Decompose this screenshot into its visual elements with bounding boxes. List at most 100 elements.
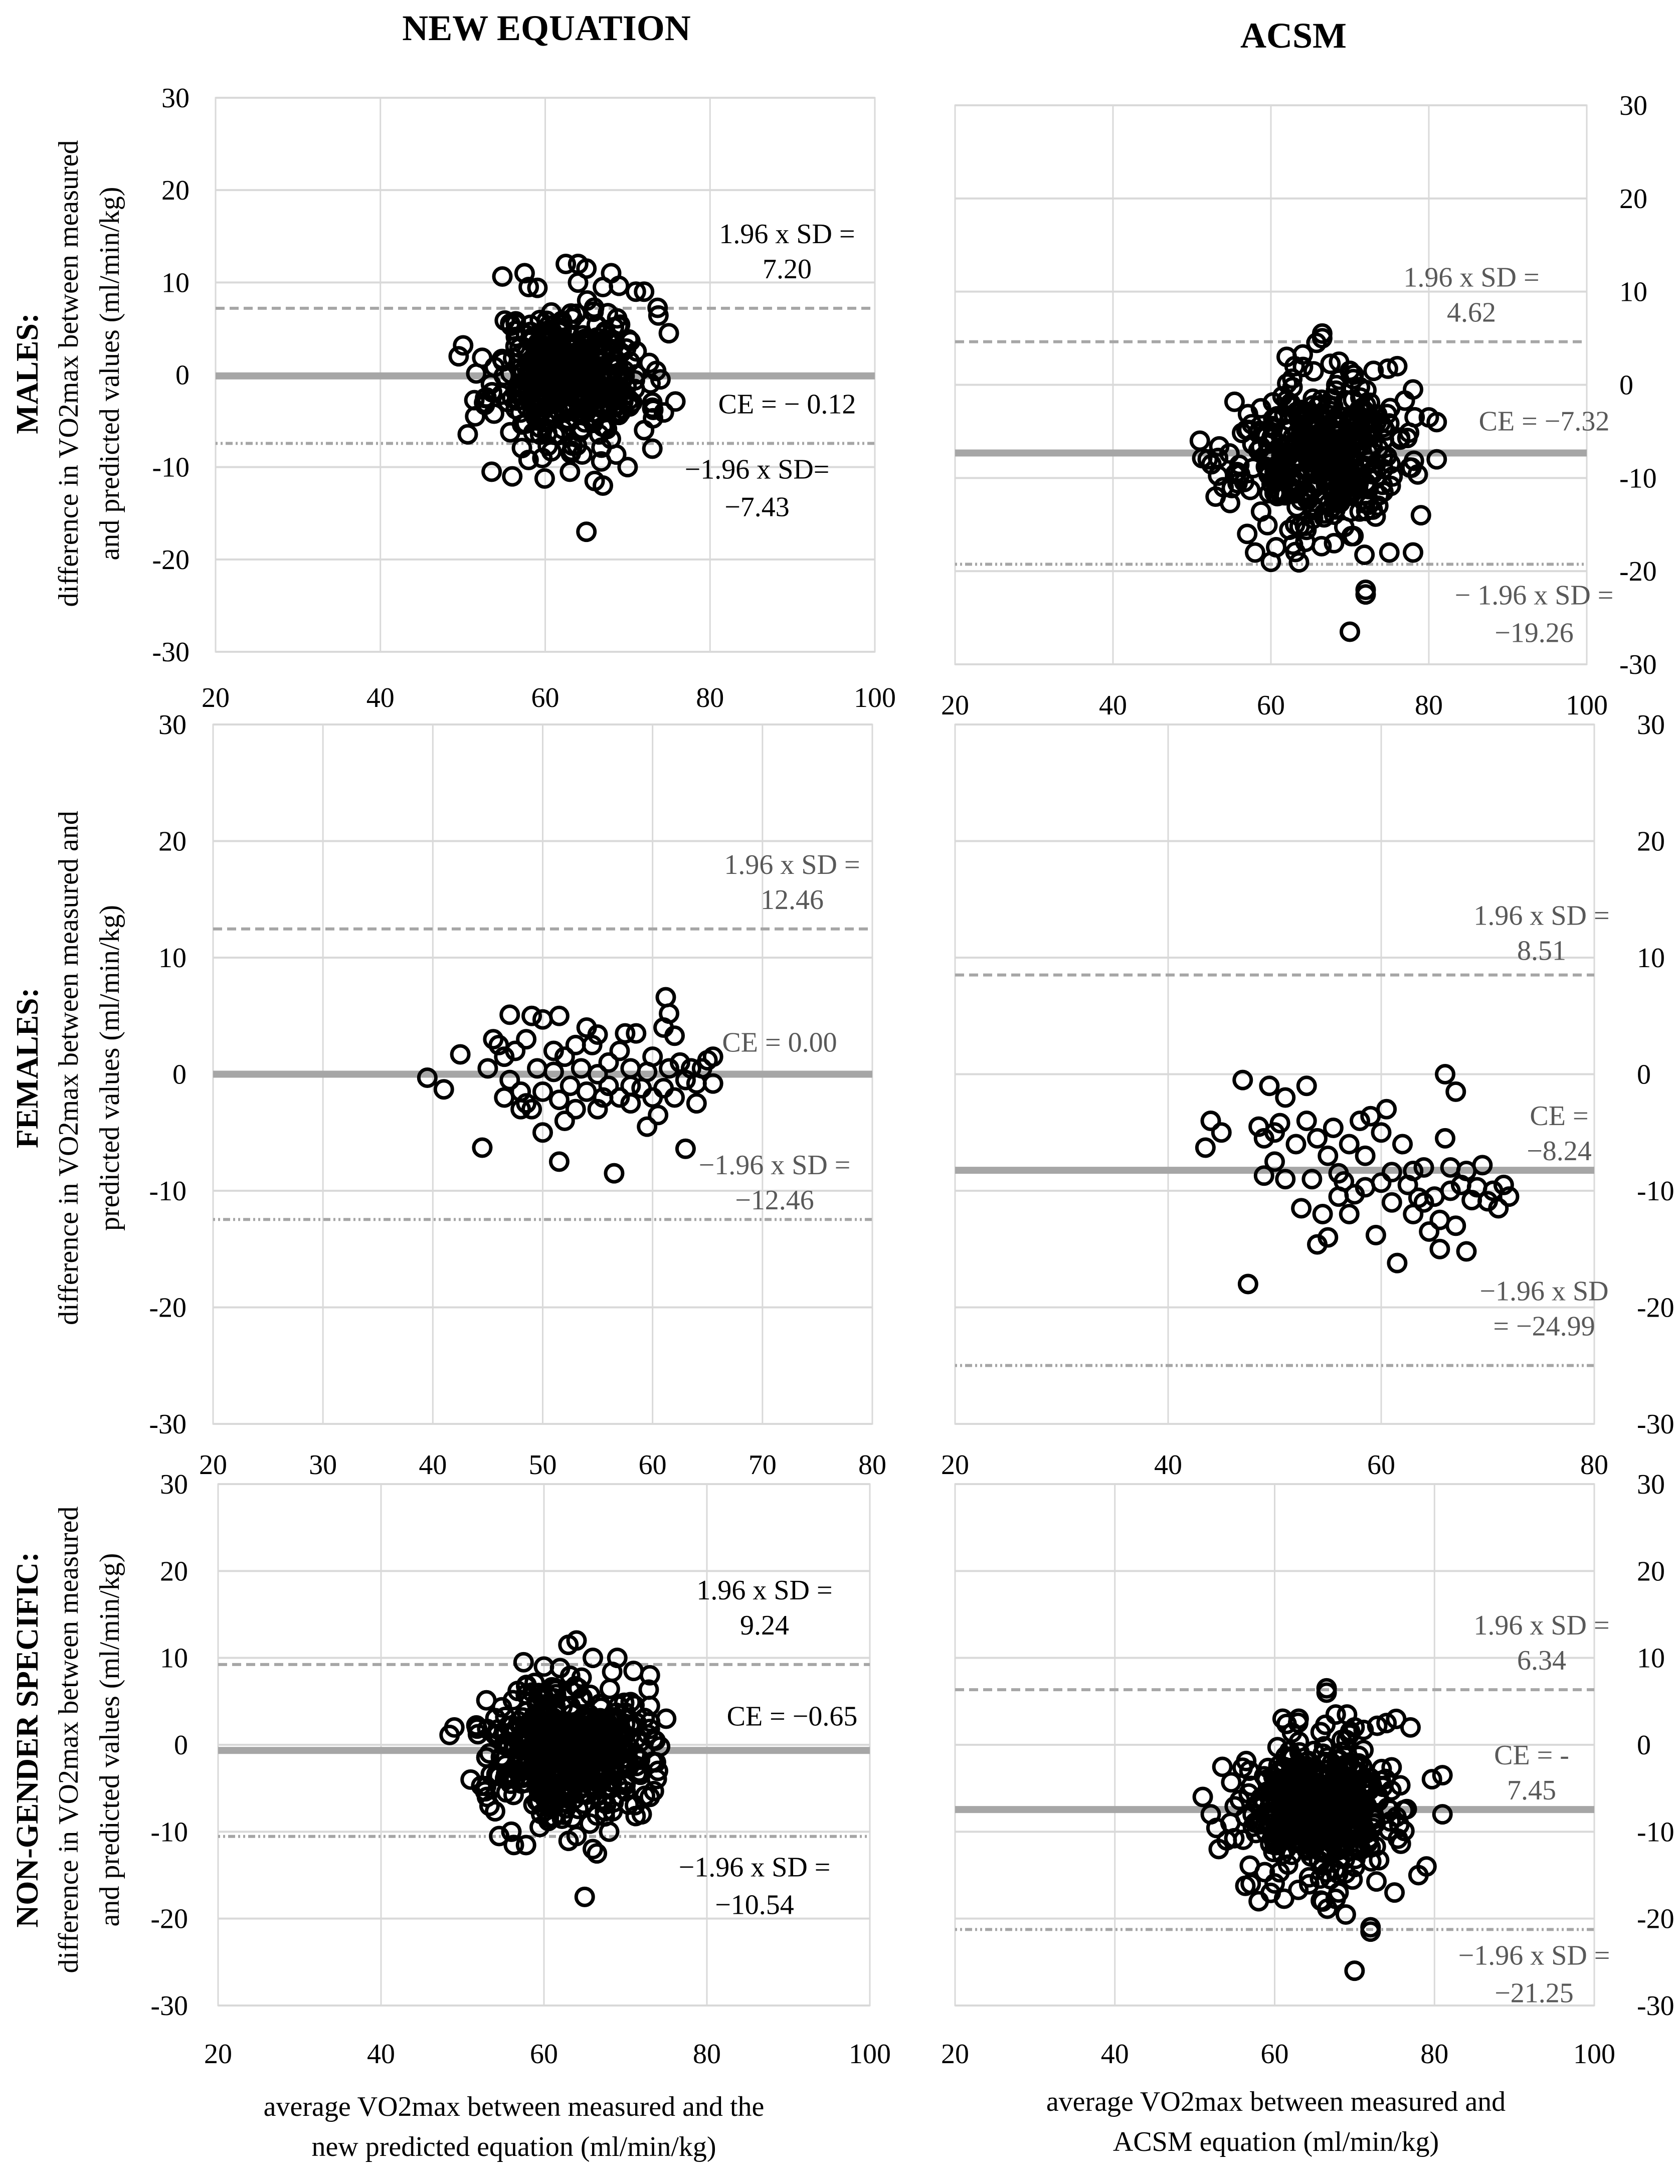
data-point xyxy=(591,1728,612,1749)
x-axis-title-right-line1: average VO2max between measured and xyxy=(1046,2086,1506,2117)
data-point xyxy=(484,1801,505,1822)
data-point xyxy=(1387,355,1408,377)
data-point xyxy=(1221,1772,1242,1793)
x-tick-label: 40 xyxy=(1099,690,1127,721)
data-point xyxy=(464,390,485,411)
data-point xyxy=(605,354,626,375)
y-tick-label: -10 xyxy=(1637,1816,1674,1848)
data-point xyxy=(1273,1888,1294,1909)
data-point xyxy=(548,1005,570,1026)
data-point xyxy=(1189,430,1210,451)
data-point xyxy=(433,1079,454,1100)
y-tick-label: 10 xyxy=(158,943,186,974)
data-point xyxy=(659,1058,680,1079)
y-tick-label: -30 xyxy=(152,637,190,668)
data-point xyxy=(1426,449,1447,470)
data-point xyxy=(626,341,647,362)
data-point xyxy=(1306,332,1327,353)
mean-label: CE = − 0.12 xyxy=(718,389,856,420)
x-tick-label: 100 xyxy=(854,682,896,713)
data-point xyxy=(642,1046,663,1067)
data-point xyxy=(516,1093,537,1114)
upper-limit-label: 1.96 x SD = xyxy=(1473,1610,1609,1641)
x-tick-label: 20 xyxy=(204,2039,232,2070)
data-point xyxy=(1311,1890,1332,1911)
data-point xyxy=(532,1081,553,1102)
data-point xyxy=(1292,423,1314,444)
data-point xyxy=(1344,1802,1365,1824)
data-point xyxy=(1285,1134,1306,1155)
data-point xyxy=(546,351,567,373)
lower-limit-label: −1.96 x SD= xyxy=(685,454,830,485)
data-point xyxy=(1382,466,1403,487)
row-label-females-group: FEMALES: xyxy=(11,988,45,1148)
data-point xyxy=(1255,456,1276,477)
data-point xyxy=(591,1768,612,1789)
data-point xyxy=(1220,1812,1241,1834)
upper-limit-label: 9.24 xyxy=(740,1610,789,1641)
data-point xyxy=(1219,443,1240,464)
data-point xyxy=(1300,1813,1321,1835)
data-point xyxy=(1300,1807,1322,1828)
data-point xyxy=(1303,361,1324,382)
data-point xyxy=(1256,1804,1277,1826)
data-point xyxy=(1356,1823,1377,1844)
data-point xyxy=(597,303,618,324)
data-point xyxy=(1329,351,1350,372)
data-point xyxy=(1239,1855,1260,1876)
data-point xyxy=(1378,358,1399,379)
data-point xyxy=(1329,416,1350,437)
data-point xyxy=(1419,1221,1440,1242)
data-point xyxy=(589,424,610,445)
x-tick-label: 40 xyxy=(366,682,395,713)
data-point xyxy=(1403,542,1423,563)
x-tick-label: 40 xyxy=(1154,1449,1182,1481)
x-tick-label: 50 xyxy=(529,1449,557,1481)
data-point xyxy=(1432,1804,1453,1825)
data-point xyxy=(1360,410,1381,431)
y-tick-label: 20 xyxy=(1637,826,1665,857)
data-point xyxy=(669,1052,690,1073)
data-point xyxy=(603,1707,624,1728)
data-point xyxy=(616,338,637,359)
data-point xyxy=(656,1708,677,1729)
data-point xyxy=(625,1805,646,1827)
y-tick-label: 0 xyxy=(1619,370,1633,401)
data-point xyxy=(562,1807,583,1829)
data-point xyxy=(1312,1204,1333,1224)
data-point xyxy=(642,397,663,418)
row-label-non-gender-line2: and predicted values (ml/min/kg) xyxy=(94,1553,125,1927)
data-point xyxy=(1386,1806,1407,1828)
x-tick-label: 70 xyxy=(749,1449,777,1481)
data-point xyxy=(587,1024,608,1045)
data-point xyxy=(1268,481,1289,502)
data-point xyxy=(665,391,686,412)
data-point xyxy=(513,1652,534,1673)
data-point xyxy=(1298,1867,1320,1888)
data-point xyxy=(515,1835,536,1856)
x-tick-label: 60 xyxy=(1257,690,1285,721)
scatter-points xyxy=(1192,1678,1453,1981)
data-point xyxy=(617,457,638,478)
y-tick-label: 0 xyxy=(1637,1059,1651,1090)
data-point xyxy=(1323,1117,1344,1138)
panel-males-new: 20 40 60 80 100 -30 -20 -10 0 10 20 30 1.96 x SD = 7.… xyxy=(152,83,896,713)
data-point xyxy=(1326,375,1347,396)
data-point xyxy=(1335,1904,1356,1925)
data-point xyxy=(503,1835,524,1856)
data-point xyxy=(1275,1169,1296,1190)
data-point xyxy=(541,441,562,462)
data-point xyxy=(548,1151,570,1172)
data-point xyxy=(1250,398,1271,419)
data-point xyxy=(511,1728,532,1749)
data-point xyxy=(587,1099,608,1120)
data-point xyxy=(675,1138,696,1159)
data-point xyxy=(1241,414,1262,435)
y-tick-label: -10 xyxy=(1619,463,1657,494)
data-point xyxy=(523,1794,544,1815)
data-point xyxy=(1367,1715,1388,1736)
data-point xyxy=(1325,1704,1346,1725)
data-point xyxy=(1192,1786,1213,1807)
data-point xyxy=(576,1707,597,1728)
data-point xyxy=(1381,1192,1402,1213)
